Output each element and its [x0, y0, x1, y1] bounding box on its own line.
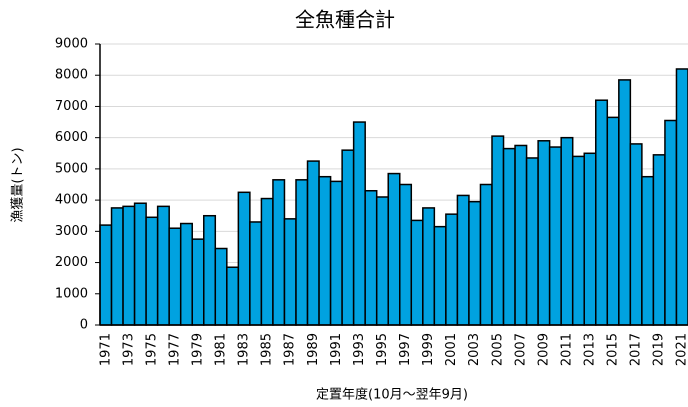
x-tick-label: 1975 — [144, 333, 159, 366]
y-tick-label: 2000 — [55, 255, 88, 270]
bar — [145, 216, 159, 326]
x-tick-label: 2009 — [536, 333, 551, 366]
bar — [652, 154, 666, 326]
bar — [479, 183, 493, 326]
bar — [525, 157, 539, 326]
bar — [179, 222, 193, 326]
bar — [99, 224, 113, 326]
x-tick-label: 1995 — [375, 333, 390, 366]
y-tick-label: 0 — [80, 318, 88, 333]
x-tick-label: 2003 — [467, 333, 482, 366]
x-tick-label: 2017 — [629, 333, 644, 366]
y-tick-label: 6000 — [55, 130, 88, 145]
y-tick-label: 3000 — [55, 224, 88, 239]
bar — [583, 152, 597, 326]
x-tick-label: 1987 — [283, 333, 298, 366]
x-tick-label: 1981 — [214, 333, 229, 366]
y-tick-label: 4000 — [55, 193, 88, 208]
bar — [537, 140, 551, 326]
x-tick-label: 1993 — [352, 333, 367, 366]
bar — [214, 247, 228, 326]
bar — [618, 79, 632, 326]
bar — [341, 149, 355, 326]
x-tick-label: 1991 — [329, 333, 344, 366]
x-tick-label: 1983 — [237, 333, 252, 366]
bar — [283, 218, 297, 326]
bar — [548, 146, 562, 326]
x-tick-label: 1997 — [398, 333, 413, 366]
bar — [456, 194, 470, 326]
bar — [502, 147, 516, 326]
bar — [433, 225, 447, 326]
x-tick-label: 2015 — [606, 333, 621, 366]
bar — [272, 179, 286, 326]
bar — [191, 238, 205, 326]
bar — [237, 191, 251, 326]
bar — [629, 143, 643, 326]
y-tick-label: 5000 — [55, 161, 88, 176]
bar — [491, 135, 505, 326]
bar — [641, 175, 655, 326]
x-tick-label: 1979 — [191, 333, 206, 366]
bar — [514, 144, 528, 326]
bar — [560, 136, 574, 326]
x-tick-label: 1989 — [306, 333, 321, 366]
y-tick-label: 1000 — [55, 286, 88, 301]
bar — [249, 221, 263, 326]
chart-title: 全魚種合計 — [295, 8, 395, 32]
bar — [445, 213, 459, 326]
bar — [306, 160, 320, 326]
bar — [329, 180, 343, 326]
y-axis-label: 漁獲量(トン) — [11, 147, 26, 222]
bar — [122, 205, 136, 326]
y-tick-label: 9000 — [55, 37, 88, 52]
bar — [260, 197, 274, 326]
x-axis-label: 定置年度(10月～翌年9月) — [316, 387, 468, 403]
bar — [133, 202, 147, 326]
bar — [168, 227, 182, 326]
bar — [318, 175, 332, 326]
bar — [364, 189, 378, 326]
bar — [226, 266, 240, 326]
x-tick-label: 2007 — [513, 333, 528, 366]
x-tick-label: 1977 — [167, 333, 182, 366]
x-tick-label: 2019 — [652, 333, 667, 366]
bar — [410, 219, 424, 326]
x-tick-label: 2021 — [675, 333, 688, 366]
x-tick-label: 1985 — [260, 333, 275, 366]
x-tick-label: 2011 — [559, 333, 574, 366]
y-tick-label: 8000 — [55, 68, 88, 83]
bar — [399, 183, 413, 326]
bar — [387, 172, 401, 326]
bar — [571, 155, 585, 326]
x-tick-label: 2001 — [444, 333, 459, 366]
bar — [295, 179, 309, 326]
x-tick-label: 2005 — [490, 333, 505, 366]
bar — [203, 214, 217, 326]
bar — [375, 196, 389, 326]
bar — [595, 99, 609, 326]
x-tick-label: 1973 — [121, 333, 136, 366]
bar — [675, 68, 688, 326]
y-tick-label: 7000 — [55, 99, 88, 114]
bar — [468, 200, 482, 326]
bar — [422, 207, 436, 326]
bar — [664, 119, 678, 326]
x-tick-label: 1971 — [98, 333, 113, 366]
bar — [352, 121, 366, 326]
bar — [156, 205, 170, 326]
bar — [110, 207, 124, 326]
bar — [606, 116, 620, 326]
x-tick-label: 1999 — [421, 333, 436, 366]
x-tick-label: 2013 — [583, 333, 598, 366]
